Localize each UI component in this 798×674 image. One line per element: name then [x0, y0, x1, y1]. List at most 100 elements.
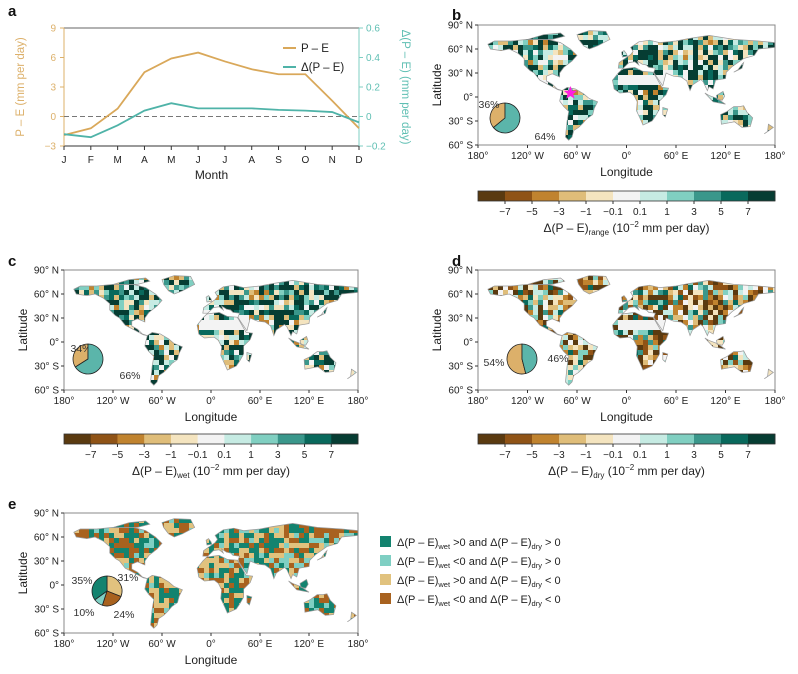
- land-cell: [623, 320, 628, 325]
- land-cell: [109, 285, 114, 290]
- land-cell: [718, 70, 723, 75]
- land-cell: [294, 280, 299, 285]
- land-cell: [114, 310, 119, 315]
- land-cell: [568, 360, 573, 365]
- coastline-eurasia: [202, 280, 359, 337]
- land-cell: [718, 60, 723, 65]
- land-cell: [738, 290, 743, 295]
- land-cell: [319, 360, 324, 365]
- land-cell: [234, 335, 239, 340]
- land-cell: [294, 523, 299, 528]
- land-cell: [284, 315, 289, 320]
- land-cell: [713, 285, 718, 290]
- land-cell: [648, 100, 653, 105]
- land-cell: [598, 285, 603, 290]
- land-cell: [738, 105, 743, 110]
- land-cell: [264, 315, 269, 320]
- land-cell: [109, 300, 114, 305]
- land-cell: [733, 290, 738, 295]
- land-cell: [498, 45, 503, 50]
- land-cell: [553, 35, 558, 40]
- land-cell: [668, 310, 673, 315]
- land-cell: [653, 355, 658, 360]
- land-cell: [164, 360, 169, 365]
- colorbar-tick-label: −7: [499, 450, 511, 461]
- land-cell: [693, 285, 698, 290]
- land-cell: [708, 280, 713, 285]
- land-cell: [648, 115, 653, 120]
- land-cell: [643, 80, 648, 85]
- land-cell: [264, 310, 269, 315]
- colorbar-segment: [721, 191, 749, 201]
- land-cell: [568, 355, 573, 360]
- land-cell: [518, 290, 523, 295]
- land-cell: [259, 315, 264, 320]
- land-cell: [563, 290, 568, 295]
- land-cell: [743, 120, 748, 125]
- land-cell: [578, 350, 583, 355]
- land-cell: [688, 285, 693, 290]
- land-cell: [239, 295, 244, 300]
- land-cell: [693, 325, 698, 330]
- coastline-madagascar: [662, 106, 669, 118]
- land-cell: [488, 290, 493, 295]
- land-cell: [648, 360, 653, 365]
- land-cell: [94, 290, 99, 295]
- land-cell: [568, 130, 573, 135]
- land-cell: [588, 355, 593, 360]
- land-cell: [688, 305, 693, 310]
- land-cell: [493, 290, 498, 295]
- land-cell: [713, 315, 718, 320]
- x-axis-label: Month: [195, 168, 228, 182]
- land-cell: [558, 310, 563, 315]
- land-cell: [239, 533, 244, 538]
- colorbar-tick-label: −1: [165, 450, 177, 461]
- land-cell: [229, 345, 234, 350]
- land-cell: [718, 40, 723, 45]
- land-cell: [134, 285, 139, 290]
- land-cell: [653, 50, 658, 55]
- land-cell: [578, 360, 583, 365]
- land-cell: [543, 295, 548, 300]
- land-cell: [523, 285, 528, 290]
- land-cell: [713, 280, 718, 285]
- land-cell: [124, 310, 129, 315]
- land-cell: [184, 518, 189, 523]
- coastline-indonesia: [288, 337, 310, 350]
- land-cell: [299, 285, 304, 290]
- land-cell: [573, 350, 578, 355]
- land-cell: [533, 300, 538, 305]
- land-cell: [179, 285, 184, 290]
- land-cell: [728, 285, 733, 290]
- land-cell: [553, 300, 558, 305]
- coastline-japan: [316, 306, 328, 318]
- land-cell: [239, 345, 244, 350]
- land-cell: [748, 365, 753, 370]
- land-cell: [538, 305, 543, 310]
- land-cell: [613, 325, 618, 330]
- land-cell: [703, 75, 708, 80]
- land-cell: [274, 290, 279, 295]
- land-cell: [269, 300, 274, 305]
- land-cell: [558, 305, 563, 310]
- land-cell: [753, 290, 758, 295]
- land-cell: [289, 300, 294, 305]
- land-cell: [548, 55, 553, 60]
- land-cell: [708, 310, 713, 315]
- land-cell: [633, 80, 638, 85]
- lon-tick-label: 60° E: [664, 151, 689, 162]
- land-cell: [528, 300, 533, 305]
- land-cell: [578, 335, 583, 340]
- land-cell: [264, 295, 269, 300]
- land-cell: [658, 90, 663, 95]
- land-cell: [663, 50, 668, 55]
- land-cell: [588, 105, 593, 110]
- land-cell: [229, 285, 234, 290]
- land-cell: [229, 290, 234, 295]
- lon-tick-label: 0°: [622, 151, 632, 162]
- land-cell: [144, 340, 149, 345]
- land-cell: [708, 285, 713, 290]
- land-cell: [309, 355, 314, 360]
- land-cell: [294, 290, 299, 295]
- legend-label: P – E: [301, 43, 329, 55]
